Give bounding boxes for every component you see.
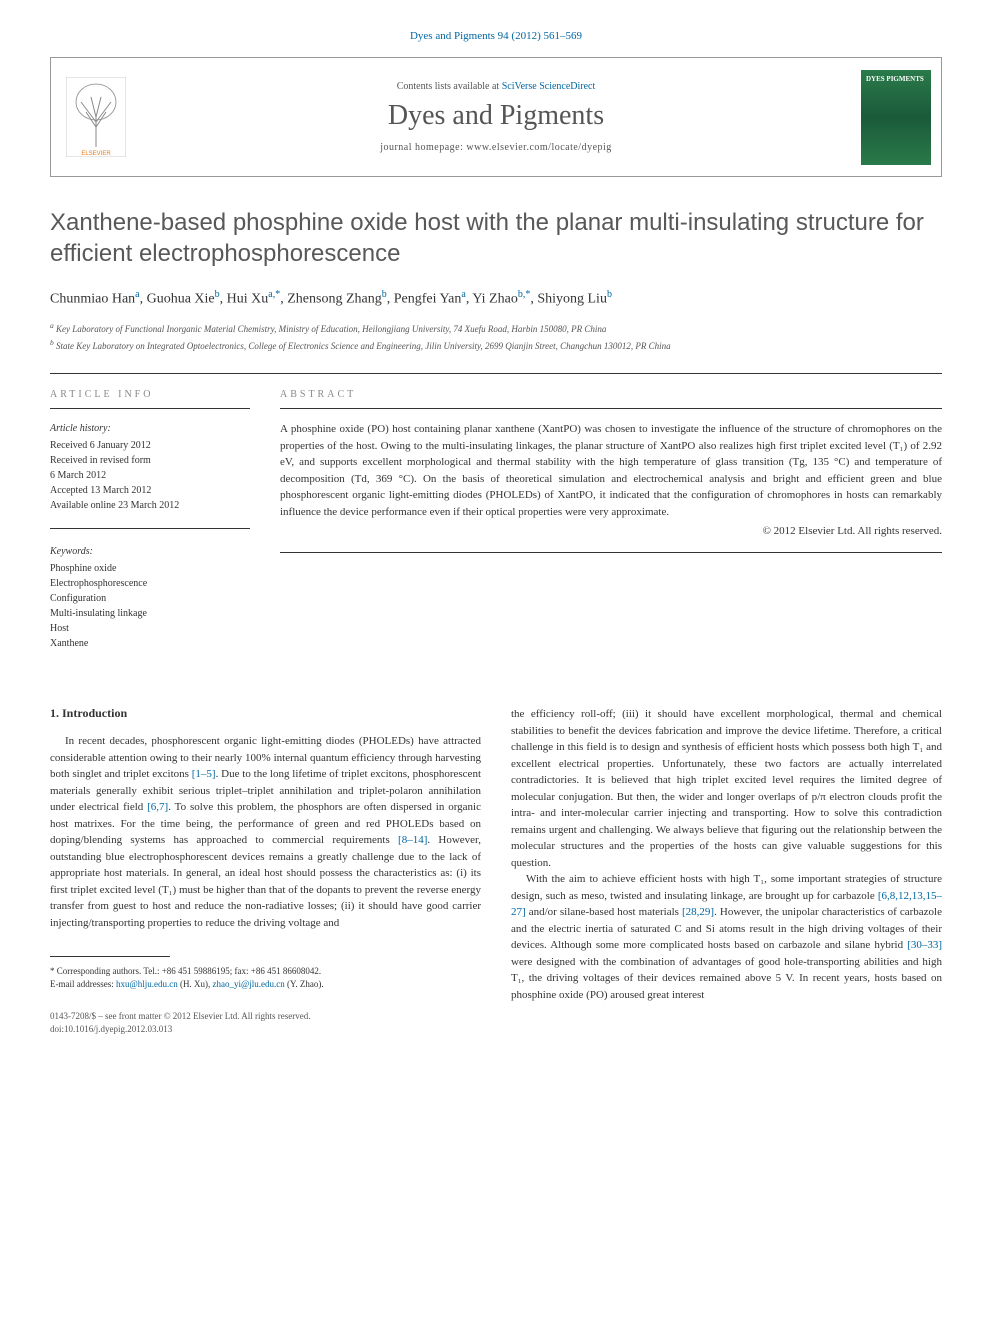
contents-available: Contents lists available at SciVerse Sci… (151, 81, 841, 92)
footer-info: 0143-7208/$ – see front matter © 2012 El… (50, 1010, 481, 1035)
right-column: the efficiency roll-off; (iii) it should… (511, 706, 942, 1035)
cover-thumbnail: DYES PIGMENTS (861, 70, 931, 165)
ref-link[interactable]: [30–33] (907, 939, 942, 951)
intro-paragraph-1: In recent decades, phosphorescent organi… (50, 733, 481, 931)
journal-cover: DYES PIGMENTS (851, 58, 941, 176)
article-info-heading: ARTICLE INFO (50, 389, 250, 409)
journal-header: ELSEVIER Contents lists available at Sci… (50, 57, 942, 177)
authors-list: Chunmiao Hana, Guohua Xieb, Hui Xua,*, Z… (50, 289, 942, 308)
abstract-text: A phosphine oxide (PO) host containing p… (280, 421, 942, 520)
corresponding-authors-footnote: * Corresponding authors. Tel.: +86 451 5… (50, 965, 481, 990)
ref-link[interactable]: [6,7] (147, 801, 168, 813)
sciencedirect-link[interactable]: SciVerse ScienceDirect (502, 81, 596, 92)
intro-paragraph-1-cont: the efficiency roll-off; (iii) it should… (511, 706, 942, 871)
email-link[interactable]: hxu@hlju.edu.cn (116, 979, 178, 989)
ref-link[interactable]: [28,29] (682, 906, 714, 918)
article-info-column: ARTICLE INFO Article history: Received 6… (50, 389, 250, 666)
header-center: Contents lists available at SciVerse Sci… (141, 71, 851, 163)
svg-text:ELSEVIER: ELSEVIER (81, 151, 111, 157)
abstract-copyright: © 2012 Elsevier Ltd. All rights reserved… (280, 525, 942, 537)
divider (50, 373, 942, 374)
abstract-heading: ABSTRACT (280, 389, 942, 409)
affiliation-a: a Key Laboratory of Functional Inorganic… (50, 320, 942, 337)
journal-homepage: journal homepage: www.elsevier.com/locat… (151, 142, 841, 153)
affiliations: a Key Laboratory of Functional Inorganic… (50, 320, 942, 353)
elsevier-tree-icon: ELSEVIER (66, 77, 126, 157)
abstract-column: ABSTRACT A phosphine oxide (PO) host con… (280, 389, 942, 666)
publisher-logo[interactable]: ELSEVIER (51, 58, 141, 176)
ref-link[interactable]: [1–5] (192, 768, 216, 780)
intro-paragraph-2: With the aim to achieve efficient hosts … (511, 871, 942, 1003)
email-link[interactable]: zhao_yi@jlu.edu.cn (213, 979, 285, 989)
body-columns: 1. Introduction In recent decades, phosp… (50, 706, 942, 1035)
info-abstract-row: ARTICLE INFO Article history: Received 6… (50, 389, 942, 666)
footnote-divider (50, 956, 170, 957)
article-title: Xanthene-based phosphine oxide host with… (50, 207, 942, 269)
journal-title: Dyes and Pigments (151, 100, 841, 132)
journal-reference: Dyes and Pigments 94 (2012) 561–569 (50, 30, 942, 42)
left-column: 1. Introduction In recent decades, phosp… (50, 706, 481, 1035)
affiliation-b: b State Key Laboratory on Integrated Opt… (50, 337, 942, 354)
keywords-section: Keywords: Phosphine oxide Electrophospho… (50, 544, 250, 651)
article-history: Article history: Received 6 January 2012… (50, 421, 250, 513)
ref-link[interactable]: [8–14] (398, 834, 427, 846)
section-heading: 1. Introduction (50, 706, 481, 721)
